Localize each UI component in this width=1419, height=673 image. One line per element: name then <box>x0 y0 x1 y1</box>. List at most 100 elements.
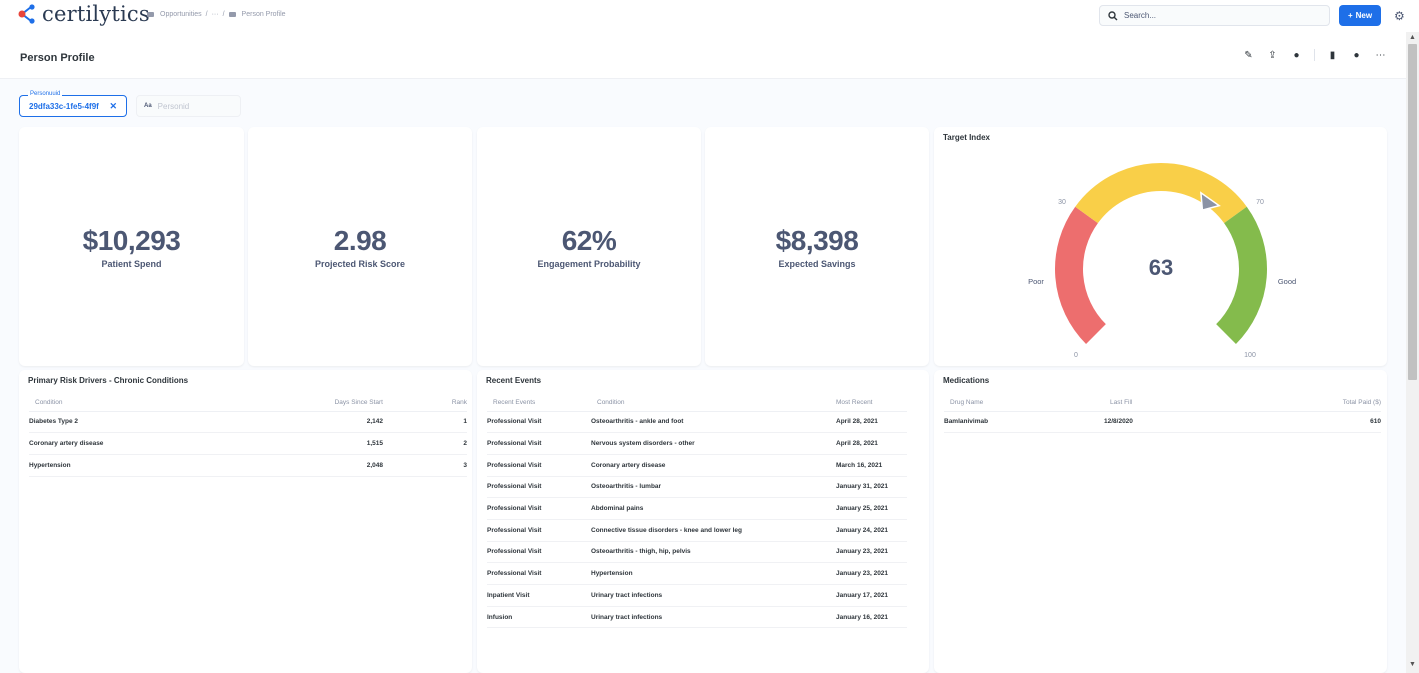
table-cell: Urinary tract infections <box>591 584 836 607</box>
table-cell: Professional Visit <box>487 454 591 477</box>
patient-spend-card[interactable]: $10,293 Patient Spend <box>19 127 244 366</box>
table-cell: January 24, 2021 <box>836 519 907 542</box>
edit-icon[interactable]: ✎ <box>1244 49 1253 61</box>
personuuid-filter[interactable]: Personuuid 29dfa33c-1fe5-4f9f ✕ <box>19 91 127 117</box>
top-nav: certilytics Opportunities / ··· / Person… <box>0 0 1419 32</box>
gauge-value: 63 <box>1149 255 1173 280</box>
target-index-card[interactable]: Target Index 63 30 70 Poor Good 0 100 <box>934 127 1387 366</box>
filter-label: Personuuid <box>28 91 63 97</box>
table-row: Bamlanivimab 12/8/2020 610 <box>944 411 1381 434</box>
gauge-needle <box>1200 191 1221 212</box>
scalar-value: 2.98 <box>333 224 387 256</box>
gauge-segment <box>1055 206 1107 344</box>
recent-events-card[interactable]: Recent Events Recent Events Condition Mo… <box>477 370 929 673</box>
scalar-label: Expected Savings <box>778 258 856 269</box>
column-header[interactable]: Total Paid ($) <box>1264 394 1381 412</box>
table-cell: Bamlanivimab <box>944 411 1104 434</box>
medications-table: Drug Name Last Fill Total Paid ($) Bamla… <box>944 394 1381 434</box>
scalar-value: $10,293 <box>82 224 181 256</box>
table-row: Professional Visit Osteoarthritis - ankle… <box>487 411 907 434</box>
column-header[interactable]: Days Since Start <box>249 394 383 412</box>
table-cell: January 31, 2021 <box>836 476 907 499</box>
new-button[interactable]: + New <box>1339 5 1381 26</box>
breadcrumb-item[interactable]: Opportunities <box>160 11 202 18</box>
folder-icon <box>228 12 236 17</box>
table-cell: April 28, 2021 <box>836 411 907 434</box>
search-placeholder: Search... <box>1124 11 1157 20</box>
table-cell: Connective tissue disorders - knee and l… <box>591 519 836 542</box>
table-row: Infusion Urinary tract infections January … <box>487 606 907 629</box>
breadcrumb-item[interactable]: Person Profile <box>241 11 286 18</box>
table-row: Professional Visit Abdominal pains January… <box>487 497 907 520</box>
table-row: Hypertension 2,048 3 <box>29 454 467 477</box>
medications-card[interactable]: Medications Drug Name Last Fill Total Pa… <box>934 370 1387 673</box>
column-header[interactable]: Condition <box>591 394 836 412</box>
table-cell: Hypertension <box>591 562 836 585</box>
personid-filter[interactable]: Aa Personid <box>136 95 241 117</box>
column-header[interactable]: Drug Name <box>944 394 1104 412</box>
gauge-tick-70: 70 <box>1256 199 1264 206</box>
bookmark-icon[interactable]: ▮ <box>1329 49 1336 61</box>
column-header[interactable]: Rank <box>383 394 467 412</box>
table-row: Diabetes Type 2 2,142 1 <box>29 411 467 434</box>
scroll-thumb[interactable] <box>1408 44 1417 380</box>
share-icon[interactable]: ⇪ <box>1268 49 1277 61</box>
search-icon <box>1108 10 1118 20</box>
folder-icon <box>147 12 154 17</box>
gauge-tick-min: 0 <box>1074 352 1078 359</box>
scroll-down-icon[interactable]: ▼ <box>1409 661 1416 668</box>
table-cell: Osteoarthritis - ankle and foot <box>591 411 836 434</box>
column-header[interactable]: Recent Events <box>487 394 591 412</box>
search-input[interactable]: Search... <box>1099 5 1330 26</box>
header-actions: ✎ ⇪ ● ▮ ● ⋯ <box>1242 49 1387 61</box>
engagement-card[interactable]: 62% Engagement Probability <box>477 127 701 366</box>
scroll-up-icon[interactable]: ▲ <box>1409 34 1416 41</box>
plus-icon: + <box>1347 11 1353 20</box>
logo[interactable]: certilytics <box>18 2 150 26</box>
scrollbar[interactable]: ▲ ▼ <box>1406 32 1419 673</box>
table-cell: Professional Visit <box>487 562 591 585</box>
history-icon[interactable]: ● <box>1293 49 1300 61</box>
table-row: Professional Visit Coronary artery diseas… <box>487 454 907 477</box>
new-button-label: New <box>1355 11 1373 20</box>
more-icon[interactable]: ⋯ <box>1375 49 1386 61</box>
table-row: Inpatient Visit Urinary tract infections J… <box>487 584 907 607</box>
scalar-value: $8,398 <box>775 224 859 256</box>
dashboard-header: Person Profile ✎ ⇪ ● ▮ ● ⋯ <box>0 32 1406 79</box>
card-title: Medications <box>943 376 990 385</box>
table-cell: Nervous system disorders - other <box>591 432 836 455</box>
table-cell: Coronary artery disease <box>591 454 836 477</box>
table-row: Coronary artery disease 1,515 2 <box>29 432 467 455</box>
gauge-segment <box>1075 163 1247 224</box>
scalar-label: Engagement Probability <box>537 258 641 269</box>
column-header[interactable]: Most Recent <box>836 394 907 412</box>
gear-icon[interactable]: ⚙ <box>1394 9 1405 23</box>
table-cell: January 16, 2021 <box>836 606 907 629</box>
table-cell: Infusion <box>487 606 591 629</box>
gauge-tick-max: 100 <box>1244 352 1256 359</box>
filter-value: 29dfa33c-1fe5-4f9f <box>29 102 99 111</box>
column-header[interactable]: Last Fill <box>1104 394 1264 412</box>
table-cell: Osteoarthritis - lumbar <box>591 476 836 499</box>
table-cell: January 23, 2021 <box>836 562 907 585</box>
table-cell: January 25, 2021 <box>836 497 907 520</box>
table-cell: April 28, 2021 <box>836 432 907 455</box>
expected-savings-card[interactable]: $8,398 Expected Savings <box>705 127 929 366</box>
table-cell: 2,142 <box>249 411 383 434</box>
breadcrumb-item[interactable]: ··· <box>211 11 219 18</box>
table-cell: Professional Visit <box>487 541 591 564</box>
table-cell: January 23, 2021 <box>836 541 907 564</box>
close-icon[interactable]: ✕ <box>109 101 117 111</box>
table-cell: Osteoarthritis - thigh, hip, pelvis <box>591 541 836 564</box>
column-header[interactable]: Condition <box>29 394 249 412</box>
table-cell: 610 <box>1264 411 1381 434</box>
table-cell: Professional Visit <box>487 411 591 434</box>
risk-drivers-card[interactable]: Primary Risk Drivers - Chronic Condition… <box>19 370 472 673</box>
info-icon[interactable]: ● <box>1353 49 1360 61</box>
card-title: Recent Events <box>486 376 542 385</box>
gauge-label-poor: Poor <box>1028 277 1044 286</box>
gauge-chart: 63 30 70 Poor Good 0 100 <box>1028 163 1296 359</box>
projected-risk-card[interactable]: 2.98 Projected Risk Score <box>248 127 472 366</box>
table-cell: Urinary tract infections <box>591 606 836 629</box>
table-cell: Coronary artery disease <box>29 432 249 455</box>
